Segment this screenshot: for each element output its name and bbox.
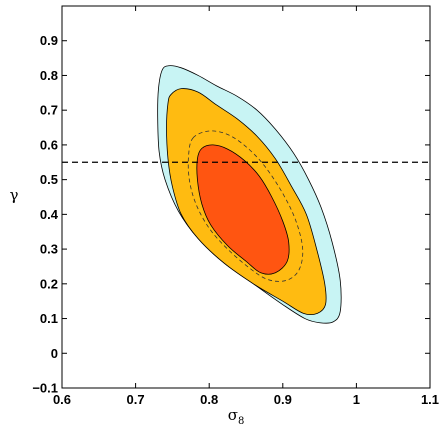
y-tick-label: 0.2	[40, 276, 58, 291]
x-axis-label: σ8	[228, 406, 245, 427]
y-tick-label: 0.4	[40, 207, 59, 222]
contour-dashed	[187, 130, 304, 282]
plot-area: 0.6 0.7 0.8 0.9 1 1.1 −0.100.10.20.30.40.50.6…	[32, 5, 439, 407]
contour-layer	[157, 65, 342, 324]
y-tick-label: 0.9	[40, 33, 58, 48]
y-tick-label: 0.8	[40, 68, 58, 83]
x-tick-label: 0.8	[200, 392, 218, 407]
y-axis-label: γ	[10, 186, 19, 204]
y-tick-label: 0.3	[40, 242, 58, 257]
y-tick-label: 0	[51, 346, 58, 361]
x-axis: 0.6 0.7 0.8 0.9 1 1.1	[53, 6, 439, 407]
y-tick-label: −0.1	[32, 381, 58, 396]
x-tick-label: 1	[353, 392, 360, 407]
y-tick-label: 0.1	[40, 311, 58, 326]
x-tick-label: 0.6	[53, 392, 71, 407]
x-tick-label: 0.7	[127, 392, 145, 407]
x-tick-label: 1.1	[421, 392, 439, 407]
x-tick-label: 0.9	[274, 392, 292, 407]
y-tick-label: 0.6	[40, 137, 58, 152]
y-tick-label: 0.5	[40, 172, 58, 187]
y-axis: −0.1 0 0.1 0.2 0.3 0.4 0.5 0.6 0.7 0.8 0.9	[32, 33, 430, 396]
plot-frame	[61, 5, 431, 389]
y-tick-label: 0.7	[40, 103, 58, 118]
contour-inner	[196, 144, 290, 275]
